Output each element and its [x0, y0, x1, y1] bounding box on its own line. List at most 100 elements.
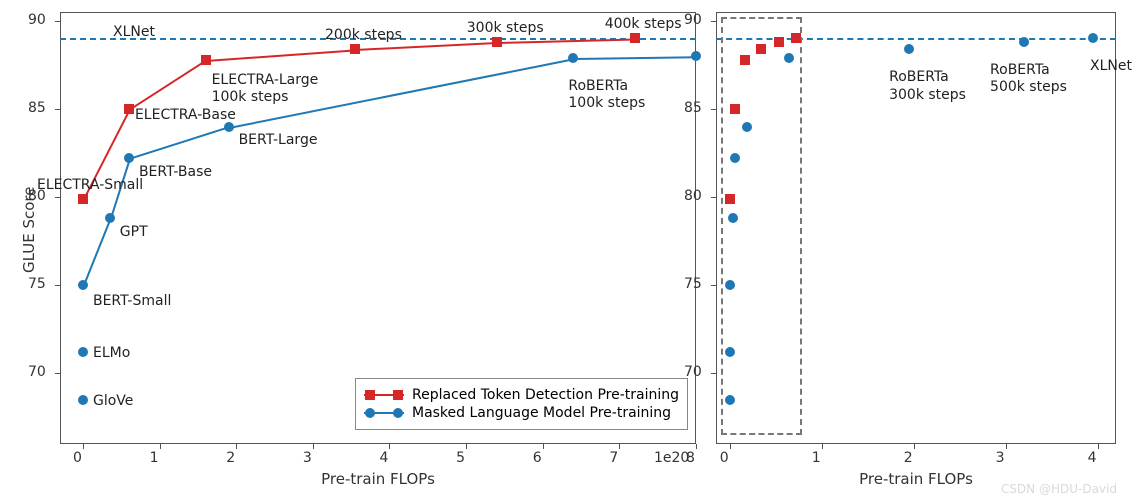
point-label: BERT-Base [139, 164, 212, 182]
rtd-point [350, 44, 360, 54]
y-tick-label: 70 [28, 364, 46, 380]
rtd-point [725, 194, 735, 204]
rtd-point [201, 55, 211, 65]
x-tick [389, 444, 390, 449]
legend-label: Replaced Token Detection Pre-training [412, 387, 679, 403]
mlm-point [124, 153, 134, 163]
y-tick [55, 373, 60, 374]
y-tick-label: 85 [684, 100, 702, 116]
x-tick-label: 0 [720, 450, 729, 466]
x-tick [696, 444, 697, 449]
x-tick [822, 444, 823, 449]
mlm-point [725, 395, 735, 405]
mlm-point [730, 153, 740, 163]
point-label: XLNet [1090, 58, 1132, 76]
point-label: ELECTRA-Base [135, 107, 236, 125]
legend: Replaced Token Detection Pre-training Mas… [355, 378, 688, 430]
mlm-point [1088, 33, 1098, 43]
zoom-region-box [721, 17, 802, 435]
point-label: RoBERTa 100k steps [568, 78, 645, 113]
x-tick [236, 444, 237, 449]
legend-marker-icon [393, 390, 403, 400]
y-tick [711, 109, 716, 110]
y-tick-label: 90 [28, 12, 46, 28]
point-label: RoBERTa 300k steps [889, 69, 966, 104]
y-tick-label: 75 [28, 276, 46, 292]
y-tick [55, 109, 60, 110]
point-label: XLNet [113, 24, 155, 42]
point-label: ELMo [93, 345, 130, 363]
x-tick-label: 6 [533, 450, 542, 466]
mlm-point [105, 213, 115, 223]
rtd-point [774, 37, 784, 47]
mlm-point [725, 280, 735, 290]
y-tick [711, 21, 716, 22]
x-tick [1098, 444, 1099, 449]
rtd-point [791, 33, 801, 43]
y-tick [55, 21, 60, 22]
x-tick-label: 4 [1088, 450, 1097, 466]
rtd-point [630, 33, 640, 43]
watermark-text: CSDN @HDU-David [1001, 482, 1117, 496]
rtd-point [78, 194, 88, 204]
x-tick [83, 444, 84, 449]
x-tick-label: 0 [73, 450, 82, 466]
x-tick [1006, 444, 1007, 449]
point-label: ELECTRA-Small [37, 177, 143, 195]
y-tick-label: 80 [684, 188, 702, 204]
x-offset-text: 1e20 [654, 450, 689, 466]
y-axis-label: GLUE Score [20, 187, 38, 273]
x-tick-label: 1 [150, 450, 159, 466]
x-tick [730, 444, 731, 449]
mlm-point [691, 51, 701, 61]
y-tick [55, 197, 60, 198]
legend-marker-icon [365, 408, 375, 418]
legend-key [364, 388, 404, 402]
x-tick-label: 2 [226, 450, 235, 466]
point-label: RoBERTa 500k steps [990, 62, 1067, 97]
point-label: ELECTRA-Large 100k steps [212, 72, 319, 107]
x-tick-label: 4 [379, 450, 388, 466]
x-tick-label: 3 [996, 450, 1005, 466]
y-tick-label: 75 [684, 276, 702, 292]
x-tick [619, 444, 620, 449]
x-tick-label: 3 [303, 450, 312, 466]
y-tick [55, 285, 60, 286]
x-tick [914, 444, 915, 449]
point-label: BERT-Small [93, 293, 171, 311]
x-tick [313, 444, 314, 449]
point-label: BERT-Large [239, 132, 318, 150]
legend-entry: Masked Language Model Pre-training [364, 405, 679, 421]
rtd-point [124, 104, 134, 114]
point-label: GloVe [93, 393, 133, 411]
rtd-point [730, 104, 740, 114]
mlm-point [904, 44, 914, 54]
mlm-point [725, 347, 735, 357]
y-tick [711, 373, 716, 374]
point-label: GPT [120, 224, 148, 242]
x-tick [160, 444, 161, 449]
legend-key [364, 406, 404, 420]
mlm-point [728, 213, 738, 223]
mlm-point [568, 53, 578, 63]
x-tick-label: 5 [456, 450, 465, 466]
mlm-point [784, 53, 794, 63]
x-axis-label: Pre-train FLOPs [60, 470, 696, 488]
x-tick [543, 444, 544, 449]
x-tick-label: 1 [812, 450, 821, 466]
point-label: 400k steps [605, 16, 682, 34]
point-label: 200k steps [325, 27, 402, 45]
y-tick [711, 285, 716, 286]
mlm-point [78, 395, 88, 405]
legend-entry: Replaced Token Detection Pre-training [364, 387, 679, 403]
mlm-point [1019, 37, 1029, 47]
mlm-point [742, 122, 752, 132]
x-tick [466, 444, 467, 449]
rtd-point [740, 55, 750, 65]
y-tick [711, 197, 716, 198]
rtd-point [492, 37, 502, 47]
legend-marker-icon [365, 390, 375, 400]
y-tick-label: 70 [684, 364, 702, 380]
mlm-point [78, 280, 88, 290]
point-label: 300k steps [467, 20, 544, 38]
